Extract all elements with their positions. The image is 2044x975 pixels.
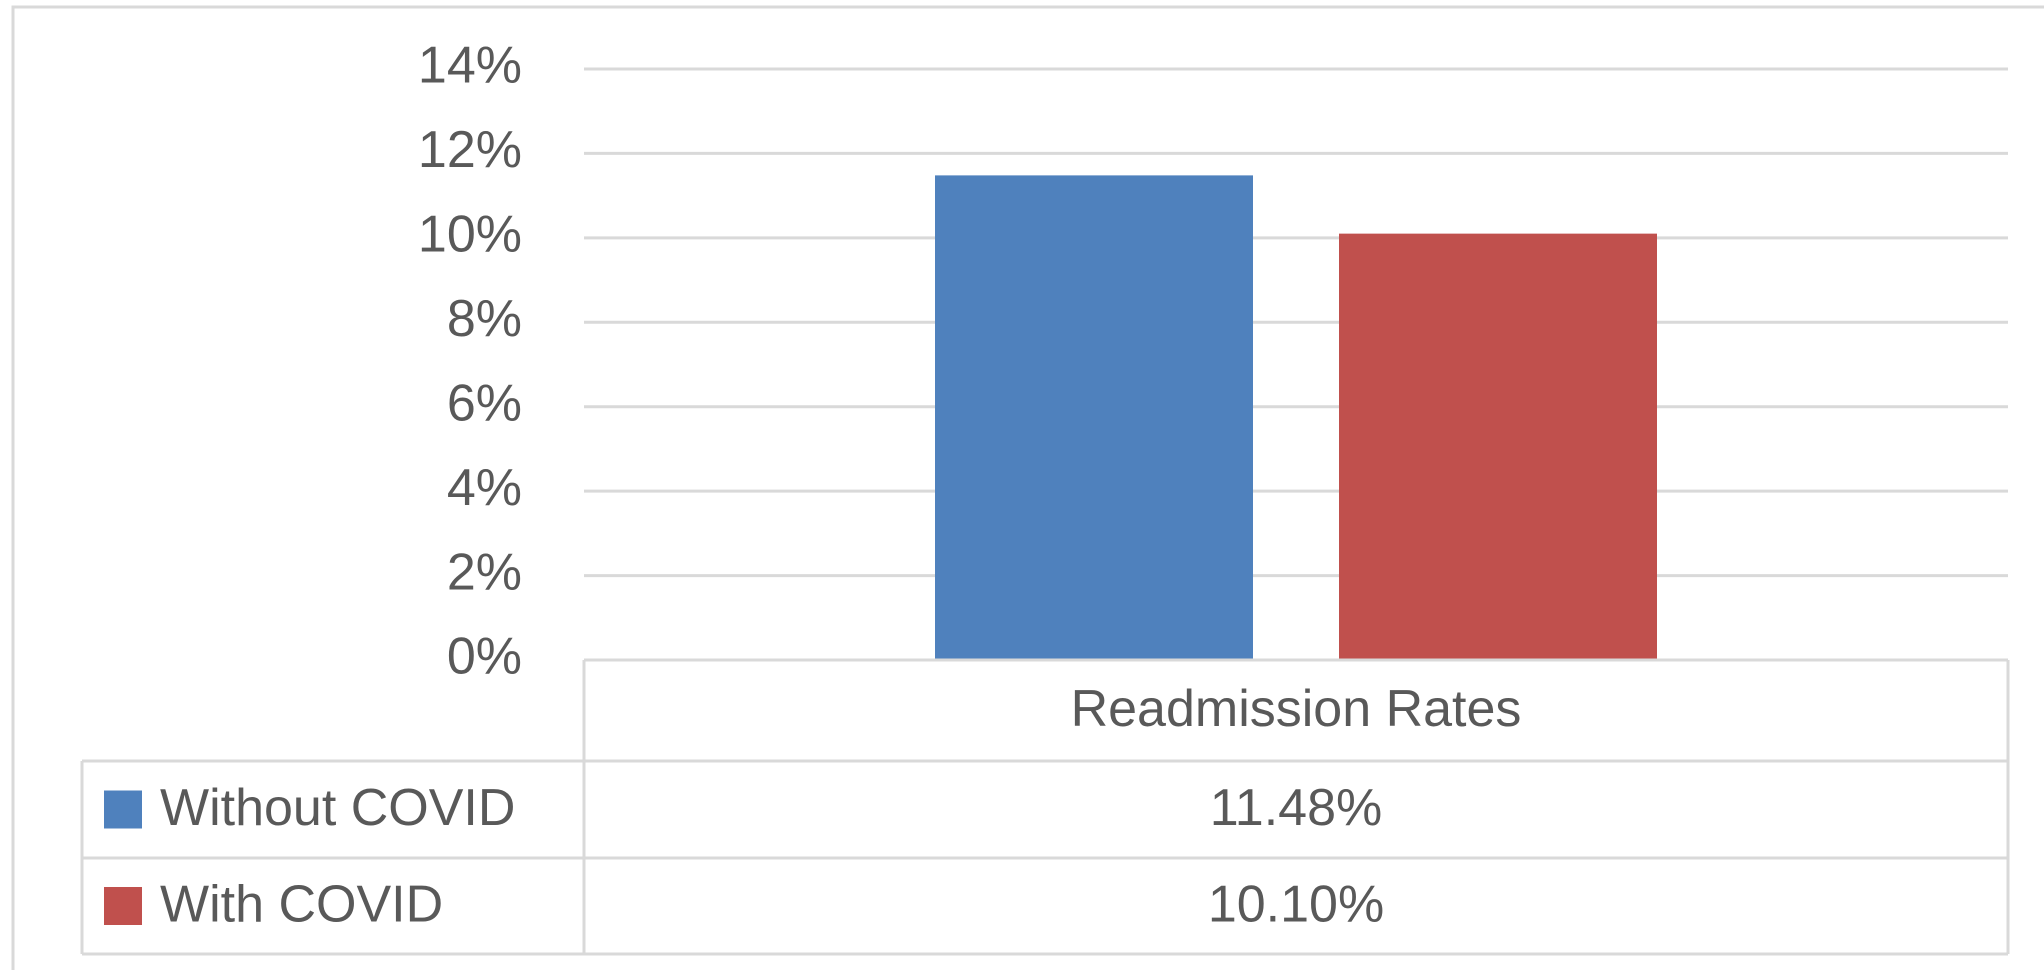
- data-table-value: 10.10%: [1208, 876, 1384, 934]
- bar: [1339, 233, 1657, 660]
- y-tick-label: 0%: [447, 628, 522, 686]
- legend-swatch: [104, 887, 142, 925]
- legend-label: Without COVID: [160, 779, 515, 837]
- legend-label: With COVID: [160, 876, 443, 934]
- y-tick-label: 8%: [447, 290, 522, 348]
- y-tick-label: 2%: [447, 543, 522, 601]
- y-tick-label: 4%: [447, 459, 522, 517]
- y-tick-label: 14%: [418, 37, 522, 95]
- y-tick-label: 10%: [418, 206, 522, 264]
- y-tick-label: 12%: [418, 121, 522, 179]
- data-table-value: 11.48%: [1210, 779, 1383, 837]
- legend-swatch: [104, 790, 142, 829]
- x-tick-label: Readmission Rates: [1071, 680, 1522, 738]
- bar: [935, 175, 1253, 660]
- y-tick-label: 6%: [447, 374, 522, 432]
